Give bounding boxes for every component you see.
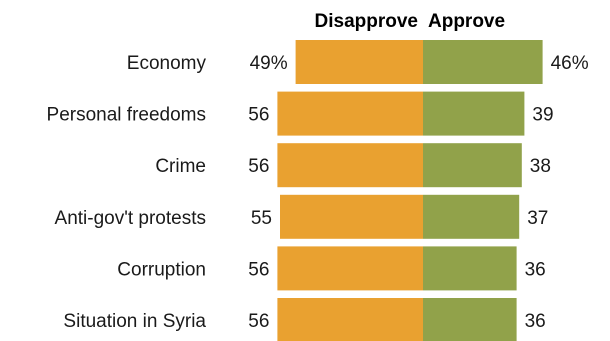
bar-disapprove — [277, 91, 423, 136]
bar-approve — [423, 194, 520, 239]
bar-disapprove — [280, 194, 423, 239]
value-label-disapprove: 55 — [251, 208, 272, 229]
bar-approve — [423, 298, 517, 341]
category-label: Personal freedoms — [47, 105, 206, 126]
category-label: Anti-gov't protests — [55, 208, 206, 229]
value-label-approve: 38 — [530, 156, 551, 177]
bar-approve — [423, 246, 517, 291]
category-label: Corruption — [117, 259, 206, 280]
category-label: Economy — [127, 53, 207, 74]
bar-disapprove — [277, 143, 423, 188]
value-label-disapprove: 49% — [250, 53, 288, 74]
value-label-approve: 36 — [525, 259, 546, 280]
legend-disapprove: Disapprove — [315, 11, 418, 32]
value-label-approve: 39 — [532, 105, 553, 126]
bar-approve — [423, 40, 543, 84]
value-label-disapprove: 56 — [248, 311, 269, 332]
bar-disapprove — [295, 40, 423, 84]
bar-rows: Economy 49% 46% Personal freedoms 56 39 Crime 5… — [47, 40, 589, 341]
value-label-disapprove: 56 — [248, 259, 269, 280]
bar-approve — [423, 91, 525, 136]
category-label: Crime — [155, 156, 206, 177]
legend-approve: Approve — [428, 11, 505, 32]
value-label-disapprove: 56 — [248, 105, 269, 126]
bar-disapprove — [277, 246, 423, 291]
value-label-approve: 37 — [527, 208, 548, 229]
value-label-disapprove: 56 — [248, 156, 269, 177]
value-label-approve: 46% — [551, 53, 589, 74]
bar-approve — [423, 143, 522, 188]
bar-disapprove — [277, 298, 423, 341]
value-label-approve: 36 — [525, 311, 546, 332]
category-label: Situation in Syria — [63, 311, 206, 332]
